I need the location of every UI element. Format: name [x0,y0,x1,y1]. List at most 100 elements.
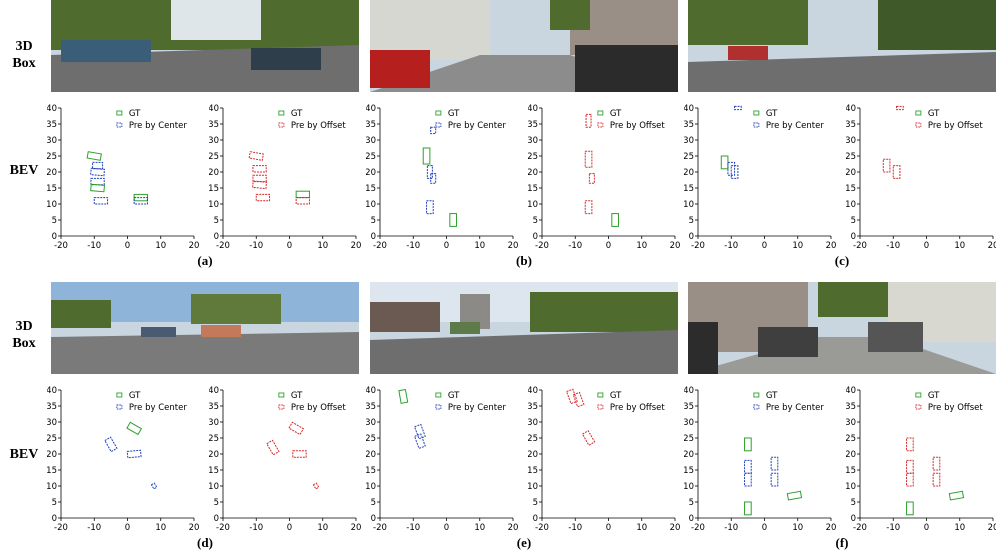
bev-box-offset [932,456,941,471]
x-tick-label: 10 [474,523,485,533]
legend-label: GT [448,391,460,401]
y-tick-label: 30 [528,136,538,146]
legend-label: Pre by Center [766,121,824,131]
legend-swatch [915,392,922,398]
bev-box-gt [906,501,914,516]
legend-label: Pre by Offset [928,121,984,131]
y-tick-label: 30 [846,136,856,146]
y-tick-label: 25 [528,152,538,162]
y-tick-label: 40 [846,386,856,396]
bev-box-offset [252,174,267,183]
x-tick-label: 20 [988,523,996,533]
bev-box-gt [295,190,310,199]
bev-box-gt [90,183,106,193]
bev-plot-left: -20 -10 0 10 20 0 5 10 15 20 25 30 35 40 GT Pre by Cent… [46,385,202,538]
y-tick-label: 10 [684,200,694,210]
x-tick-label: 20 [670,241,681,251]
bev-box-gt [744,437,752,452]
y-tick-label: 0 [52,514,57,524]
x-tick-label: -20 [535,241,549,251]
bev-box-center [734,105,742,111]
y-tick-label: 35 [366,402,376,412]
y-tick-label: 40 [528,104,538,114]
x-tick-label: 0 [606,241,611,251]
y-tick-label: 15 [528,184,538,194]
bev-plot-right: -20 -10 0 10 20 0 5 10 15 20 25 30 35 40 GT Pre by Offs… [845,103,996,256]
x-tick-label: 10 [636,523,647,533]
y-tick-label: 30 [366,418,376,428]
legend-swatch [278,392,285,398]
x-tick-label: 0 [924,241,929,251]
x-tick-label: -20 [535,523,549,533]
y-tick-label: 25 [684,152,694,162]
y-tick-label: 15 [366,466,376,476]
legend-swatch [915,122,922,128]
y-tick-label: 10 [846,200,856,210]
y-tick-label: 15 [528,466,538,476]
bev-box-offset [892,165,901,179]
bev-box-center [727,161,736,176]
bev-box-center [93,197,109,205]
y-tick-label: 35 [684,402,694,412]
x-tick-label: -20 [54,241,68,251]
legend-label: Pre by Offset [610,403,666,413]
y-tick-label: 35 [209,120,219,130]
y-tick-label: 40 [366,104,376,114]
y-tick-label: 35 [684,120,694,130]
y-tick-label: 0 [371,514,376,524]
y-tick-label: 35 [366,120,376,130]
x-tick-label: -10 [87,241,101,251]
bev-box-center [744,472,752,487]
y-tick-label: 25 [528,434,538,444]
y-tick-label: 15 [209,466,219,476]
x-tick-label: -10 [249,241,263,251]
y-tick-label: 15 [846,184,856,194]
y-tick-label: 35 [528,402,538,412]
x-tick-label: -20 [691,241,705,251]
y-tick-label: 35 [846,120,856,130]
x-tick-label: -20 [691,523,705,533]
x-tick-label: 10 [792,523,803,533]
legend-swatch [116,392,123,398]
bev-box-gt [611,213,619,227]
x-tick-label: -20 [373,241,387,251]
y-tick-label: 25 [684,434,694,444]
bev-box-center [426,165,433,179]
legend-label: GT [129,109,141,119]
x-tick-label: 0 [444,241,449,251]
y-tick-label: 35 [846,402,856,412]
y-tick-label: 30 [684,418,694,428]
bev-box-offset [248,151,264,161]
legend-label: GT [291,109,303,119]
legend-label: Pre by Center [766,403,824,413]
y-tick-label: 35 [47,120,57,130]
bev-box-center [770,456,779,471]
legend-swatch [597,110,604,116]
bev-box-center [770,472,779,487]
y-tick-label: 10 [528,482,538,492]
y-tick-label: 5 [851,216,856,226]
bev-plot-left: -20 -10 0 10 20 0 5 10 15 20 25 30 35 40 GT Pre by Cent… [683,103,839,256]
y-tick-label: 25 [209,152,219,162]
x-tick-label: 20 [988,241,996,251]
legend-label: Pre by Center [129,121,187,131]
y-tick-label: 40 [846,104,856,114]
x-tick-label: 0 [924,523,929,533]
y-tick-label: 5 [371,216,376,226]
y-tick-label: 20 [209,168,219,178]
scene-photo-intersection [51,282,359,374]
y-tick-label: 30 [366,136,376,146]
y-tick-label: 40 [684,104,694,114]
y-tick-label: 10 [47,482,57,492]
y-tick-label: 5 [52,216,57,226]
y-tick-label: 30 [846,418,856,428]
y-tick-label: 5 [689,216,694,226]
legend-swatch [278,122,285,128]
bev-box-gt [786,490,803,501]
bev-box-gt [744,501,752,516]
legend-label: Pre by Offset [610,121,666,131]
y-tick-label: 10 [366,200,376,210]
y-tick-label: 20 [846,450,856,460]
y-tick-label: 40 [209,386,219,396]
y-tick-label: 10 [209,482,219,492]
